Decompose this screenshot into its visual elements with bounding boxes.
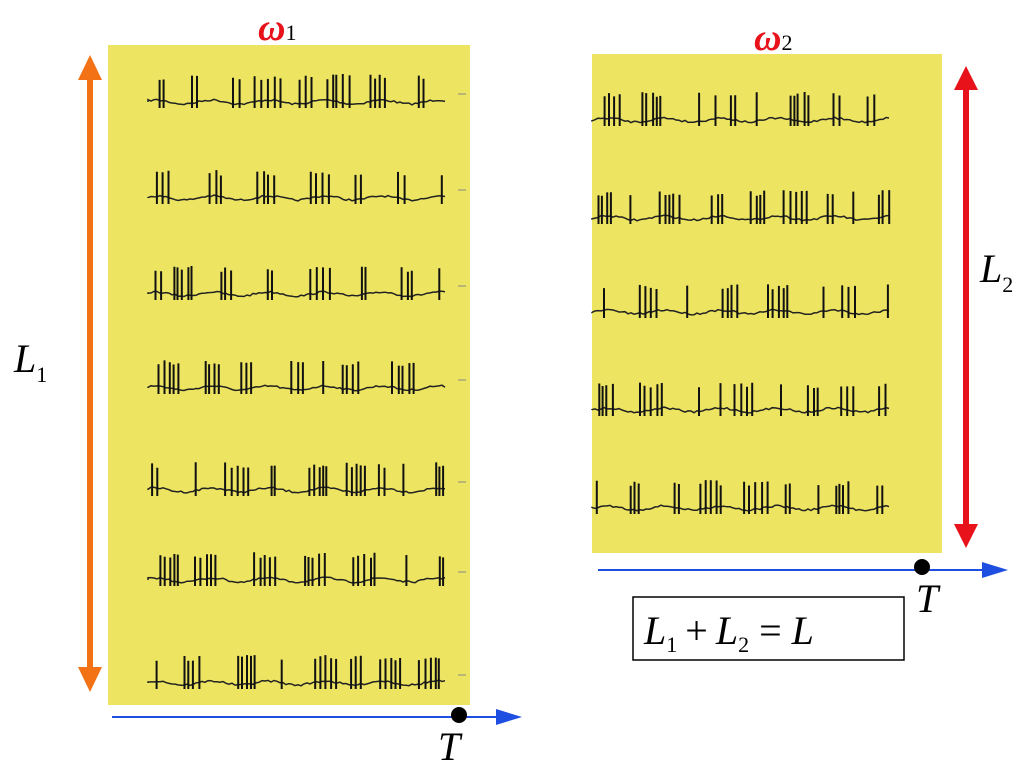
diagram: ω1 ω2 L1 L2 T T L1+L2=L — [0, 0, 1032, 764]
panel-label-2: ω2 — [754, 17, 792, 59]
time-dot-2 — [914, 559, 930, 575]
time-label-2: T — [916, 576, 941, 621]
time-arrow-head-1 — [496, 709, 522, 725]
panel-label-1: ω1 — [258, 7, 296, 49]
time-arrow-head-2 — [982, 562, 1008, 578]
length-label-2: L2 — [979, 246, 1013, 297]
length-label-1: L1 — [13, 336, 47, 387]
time-label-1: T — [438, 724, 463, 764]
panel-1 — [108, 45, 470, 705]
time-dot-1 — [451, 707, 467, 723]
